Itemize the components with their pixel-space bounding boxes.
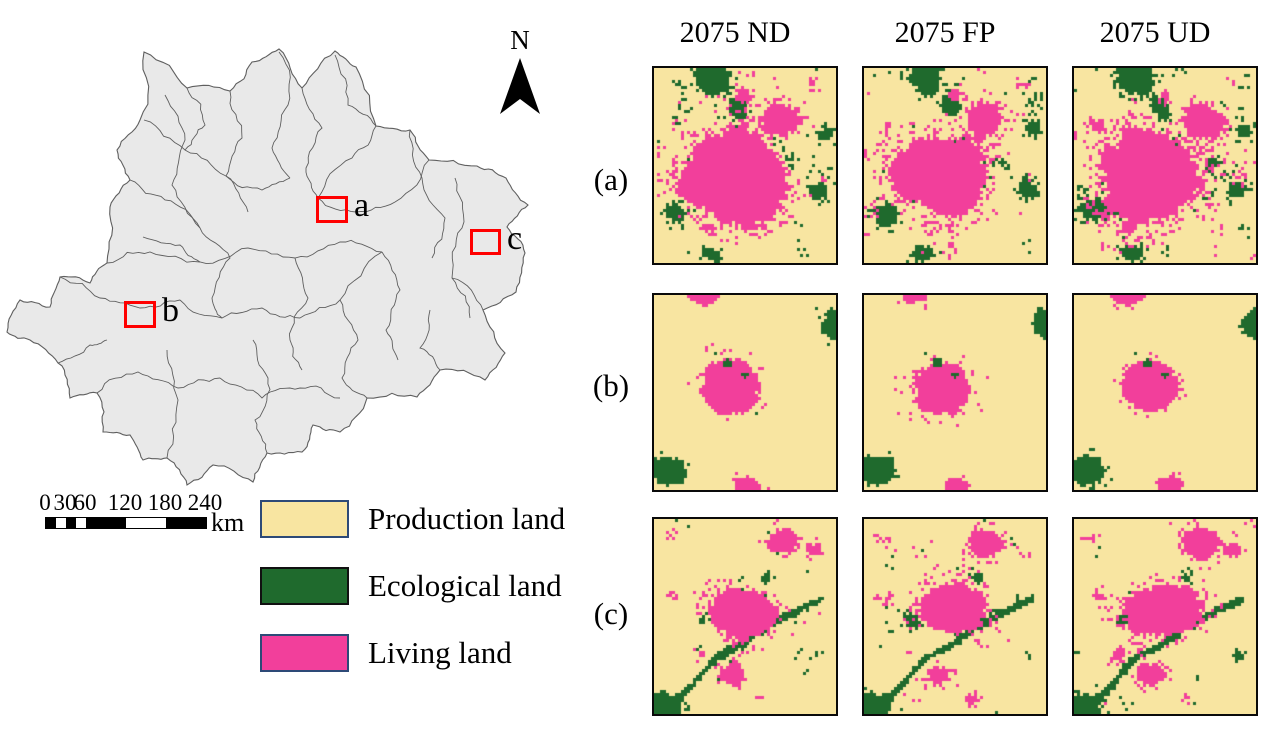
scale-segment <box>86 518 126 528</box>
scale-bar: 0 30 60 120 180 240 km <box>0 490 270 540</box>
scale-tick-label: 60 <box>73 490 97 515</box>
district-boundary <box>301 87 323 199</box>
district-boundary <box>317 159 430 213</box>
province-outline <box>6 48 529 486</box>
legend-label-living: Living land <box>368 635 512 670</box>
scale-segment <box>126 518 166 528</box>
district-boundary <box>59 276 181 309</box>
district-boundary <box>57 339 108 364</box>
legend-label-ecological: Ecological land <box>368 568 562 603</box>
district-boundary <box>142 236 201 263</box>
district-boundary <box>247 239 383 259</box>
district-boundary <box>184 87 206 151</box>
district-boundary <box>164 94 201 229</box>
scale-tick-label: 180 <box>147 490 183 515</box>
district-boundary <box>166 349 179 459</box>
scale-bar-track <box>45 517 207 529</box>
marker-c-label: c <box>507 220 523 257</box>
map-marker-b: b <box>124 292 179 331</box>
marker-b-label: b <box>162 292 179 329</box>
scale-segment <box>76 518 86 528</box>
legend-label-production: Production land <box>368 501 566 536</box>
district-boundary <box>334 54 377 127</box>
north-arrow-icon <box>500 57 540 114</box>
scale-bar-unit: km <box>211 508 245 537</box>
district-boundary <box>225 90 249 213</box>
scale-segment <box>56 518 66 528</box>
landuse-panel-a-ud <box>1072 66 1258 265</box>
scale-segment <box>66 518 76 528</box>
legend-item-ecological: Ecological land <box>260 564 580 608</box>
landuse-panel-b-nd <box>652 293 838 492</box>
scale-tick-label: 240 <box>187 490 223 515</box>
district-boundary <box>288 257 309 371</box>
column-header-2075-ud: 2075 UD <box>1099 16 1211 49</box>
district-boundary <box>252 339 271 454</box>
scale-segment <box>166 518 206 528</box>
scale-tick-label: 30 <box>53 490 77 515</box>
district-boundary <box>271 51 291 179</box>
landuse-panel-b-ud <box>1072 293 1258 492</box>
landuse-panel-a-nd <box>652 66 838 265</box>
district-boundary <box>451 277 484 311</box>
north-arrow: N <box>496 25 544 121</box>
district-boundary <box>339 299 368 399</box>
landuse-panel-c-fp <box>862 517 1048 716</box>
district-boundary <box>419 309 441 371</box>
landuse-panel-c-nd <box>652 517 838 716</box>
region-map <box>6 48 529 486</box>
legend-swatch-production <box>260 500 349 538</box>
landuse-panel-a-fp <box>862 66 1048 265</box>
map-marker-a: a <box>316 187 370 226</box>
marker-b-box <box>124 300 156 328</box>
district-boundary <box>451 177 471 319</box>
district-boundary <box>179 299 301 319</box>
scale-segment <box>46 518 56 528</box>
column-header-2075-fp: 2075 FP <box>894 16 996 49</box>
district-boundary <box>96 371 221 394</box>
legend-item-living: Living land <box>260 631 580 675</box>
district-boundary <box>106 247 249 265</box>
scale-tick-label: 120 <box>107 490 143 515</box>
landuse-panel-c-ud <box>1072 517 1258 716</box>
marker-a-label: a <box>354 187 370 224</box>
legend: Production land Ecological land Living l… <box>260 497 580 698</box>
row-label-c: (c) <box>593 596 629 631</box>
marker-c-box <box>470 229 501 255</box>
row-label-a: (a) <box>593 162 629 197</box>
district-boundary <box>408 129 446 259</box>
legend-item-production: Production land <box>260 497 580 541</box>
district-boundary <box>219 377 341 399</box>
district-boundary <box>317 125 377 199</box>
legend-swatch-living <box>260 634 349 672</box>
district-boundary <box>225 175 291 191</box>
scale-tick-label: 0 <box>39 490 51 515</box>
landuse-panel-b-fp <box>862 293 1048 492</box>
marker-a-box <box>316 195 348 223</box>
district-boundary <box>129 179 201 229</box>
row-label-b: (b) <box>592 368 630 403</box>
map-marker-c: c <box>470 220 523 259</box>
district-boundaries <box>57 51 484 459</box>
legend-swatch-ecological <box>260 567 349 605</box>
district-boundary <box>199 227 231 319</box>
district-boundary <box>381 251 401 361</box>
column-header-2075-nd: 2075 ND <box>679 16 791 49</box>
north-label: N <box>510 25 530 55</box>
